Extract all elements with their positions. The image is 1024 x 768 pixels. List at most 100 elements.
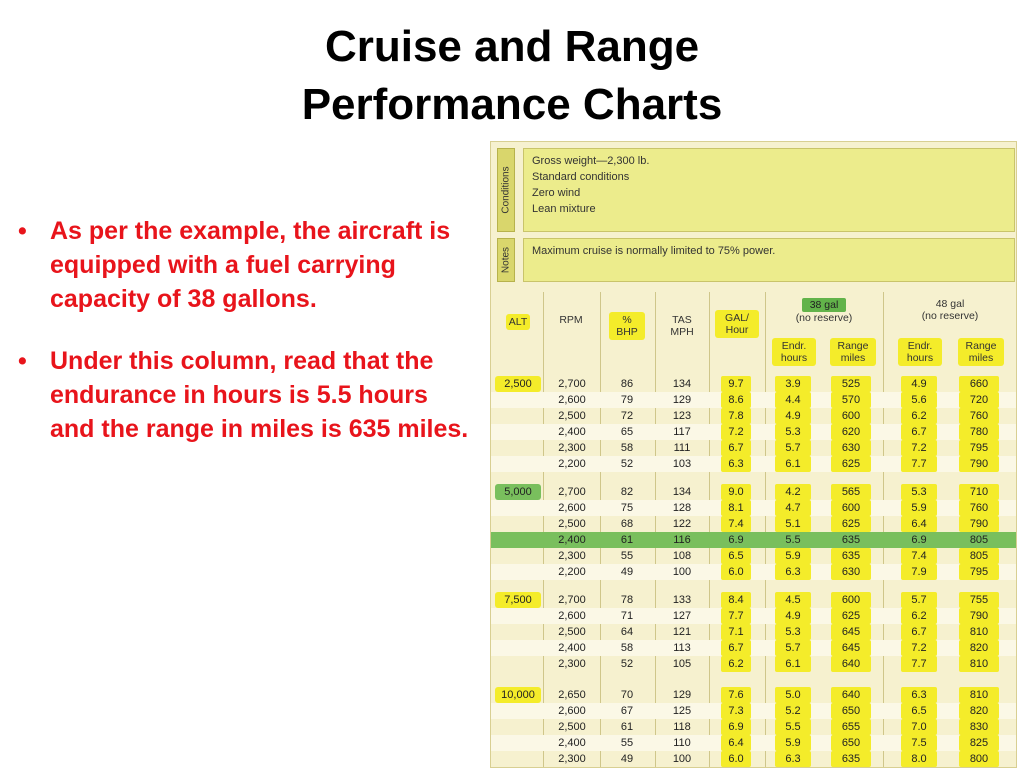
table-row: 2,500 72 123 7.8 4.9 600 6.2 760 bbox=[491, 408, 1016, 424]
altitude-label: 7,500 bbox=[495, 592, 541, 608]
table-cell: 6.2 bbox=[901, 608, 937, 624]
table-row: 2,200 52 103 6.3 6.1 625 7.7 790 bbox=[491, 456, 1016, 472]
table-cell: 7.9 bbox=[901, 564, 937, 580]
table-cell: 7.0 bbox=[901, 719, 937, 735]
table-row: 2,200 49 100 6.0 6.3 630 7.9 795 bbox=[491, 564, 1016, 580]
table-cell: 5.0 bbox=[775, 687, 811, 703]
table-cell: 600 bbox=[831, 500, 871, 516]
table-cell: 525 bbox=[831, 376, 871, 392]
table-cell: 5.5 bbox=[785, 534, 801, 546]
table-cell: 128 bbox=[672, 502, 692, 514]
table-row: 2,500 64 121 7.1 5.3 645 6.7 810 bbox=[491, 624, 1016, 640]
table-cell: 5.5 bbox=[775, 719, 811, 735]
table-cell: 760 bbox=[959, 408, 999, 424]
table-cell: 6.0 bbox=[721, 751, 751, 767]
table-cell: 5.6 bbox=[901, 392, 937, 408]
table-cell: 9.7 bbox=[721, 376, 751, 392]
table-cell: 8.4 bbox=[721, 592, 751, 608]
table-cell: 8.6 bbox=[721, 392, 751, 408]
table-cell: 6.9 bbox=[911, 534, 927, 546]
table-cell: 2,700 bbox=[558, 486, 586, 498]
table-row: 2,500 61 118 6.9 5.5 655 7.0 830 bbox=[491, 719, 1016, 735]
table-cell: 55 bbox=[620, 737, 634, 749]
table-cell: 61 bbox=[620, 721, 634, 733]
table-cell: 129 bbox=[672, 689, 692, 701]
table-cell: 795 bbox=[959, 440, 999, 456]
table-cell: 61 bbox=[620, 534, 634, 546]
table-row: 2,300 58 111 6.7 5.7 630 7.2 795 bbox=[491, 440, 1016, 456]
table-cell: 6.5 bbox=[721, 548, 751, 564]
table-cell: 117 bbox=[673, 426, 691, 438]
altitude-label: 5,000 bbox=[495, 484, 541, 500]
table-cell: 2,600 bbox=[558, 394, 586, 406]
table-row: 2,600 71 127 7.7 4.9 625 6.2 790 bbox=[491, 608, 1016, 624]
table-cell: 755 bbox=[959, 592, 999, 608]
table-row: 2,300 52 105 6.2 6.1 640 7.7 810 bbox=[491, 656, 1016, 672]
table-cell: 75 bbox=[620, 502, 634, 514]
table-cell: 825 bbox=[959, 735, 999, 751]
table-cell: 7.4 bbox=[901, 548, 937, 564]
table-cell: 4.7 bbox=[775, 500, 811, 516]
table-cell: 710 bbox=[959, 484, 999, 500]
title-line-2: Performance Charts bbox=[301, 80, 723, 129]
table-cell: 805 bbox=[959, 548, 999, 564]
table-cell: 4.2 bbox=[775, 484, 811, 500]
table-cell: 110 bbox=[673, 737, 691, 749]
table-cell: 2,600 bbox=[558, 705, 586, 717]
table-row: 2,500 2,700 86 134 9.7 3.9 525 4.9 660 bbox=[491, 376, 1016, 392]
table-cell: 6.2 bbox=[901, 408, 937, 424]
table-cell: 2,400 bbox=[558, 737, 586, 749]
table-cell: 5.9 bbox=[901, 500, 937, 516]
table-cell: 4.4 bbox=[775, 392, 811, 408]
table-cell: 82 bbox=[620, 486, 634, 498]
table-cell: 790 bbox=[959, 608, 999, 624]
table-row: 5,000 2,700 82 134 9.0 4.2 565 5.3 710 bbox=[491, 484, 1016, 500]
table-cell: 125 bbox=[672, 705, 692, 717]
notes-tab: Notes bbox=[497, 238, 515, 282]
table-cell: 55 bbox=[620, 550, 634, 562]
header-48-gal: 48 gal (no reserve) bbox=[921, 298, 979, 322]
table-cell: 650 bbox=[831, 735, 871, 751]
table-cell: 2,500 bbox=[558, 721, 586, 733]
table-cell: 7.7 bbox=[721, 608, 751, 624]
table-cell: 645 bbox=[831, 640, 871, 656]
bullet-dot-icon: • bbox=[18, 217, 27, 245]
table-cell: 2,500 bbox=[558, 626, 586, 638]
table-cell: 113 bbox=[673, 642, 691, 654]
table-cell: 565 bbox=[831, 484, 871, 500]
table-cell: 67 bbox=[620, 705, 634, 717]
table-cell: 5.2 bbox=[775, 703, 811, 719]
table-cell: 4.9 bbox=[901, 376, 937, 392]
table-cell: 810 bbox=[959, 624, 999, 640]
table-cell: 760 bbox=[959, 500, 999, 516]
table-cell: 6.9 bbox=[728, 534, 744, 546]
table-cell: 2,300 bbox=[558, 753, 586, 765]
table-cell: 6.7 bbox=[901, 624, 937, 640]
table-cell: 118 bbox=[673, 721, 691, 733]
table-cell: 6.5 bbox=[901, 703, 937, 719]
table-cell: 820 bbox=[959, 703, 999, 719]
table-cell: 116 bbox=[673, 534, 691, 546]
table-cell: 635 bbox=[831, 548, 871, 564]
table-cell: 134 bbox=[672, 486, 692, 498]
table-cell: 7.3 bbox=[721, 703, 751, 719]
table-cell: 8.1 bbox=[721, 500, 751, 516]
table-cell: 9.0 bbox=[721, 484, 751, 500]
table-cell: 3.9 bbox=[775, 376, 811, 392]
table-cell: 7.2 bbox=[901, 440, 937, 456]
table-cell: 103 bbox=[672, 458, 692, 470]
table-cell: 820 bbox=[959, 640, 999, 656]
altitude-label: 2,500 bbox=[495, 376, 541, 392]
table-cell: 640 bbox=[831, 656, 871, 672]
table-cell: 71 bbox=[620, 610, 634, 622]
table-cell: 6.2 bbox=[721, 656, 751, 672]
table-cell: 5.3 bbox=[775, 424, 811, 440]
table-cell: 129 bbox=[672, 394, 692, 406]
table-cell: 72 bbox=[620, 410, 634, 422]
table-cell: 5.7 bbox=[775, 440, 811, 456]
table-row: 2,400 65 117 7.2 5.3 620 6.7 780 bbox=[491, 424, 1016, 440]
table-cell: 2,700 bbox=[558, 378, 586, 390]
table-cell: 58 bbox=[620, 642, 634, 654]
table-cell: 5.9 bbox=[775, 548, 811, 564]
table-cell: 635 bbox=[831, 751, 871, 767]
